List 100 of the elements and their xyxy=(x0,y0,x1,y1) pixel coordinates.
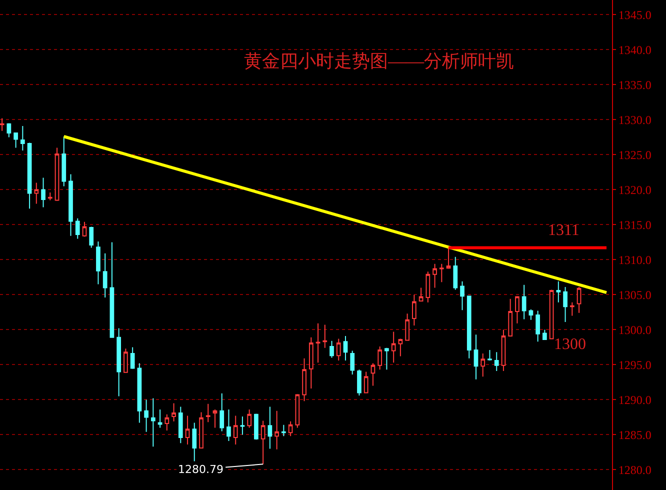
candlestick xyxy=(102,252,108,298)
y-tick-label: 1330.0 xyxy=(618,112,652,127)
candlestick xyxy=(391,331,396,364)
candlestick xyxy=(536,310,540,342)
candlestick xyxy=(68,174,73,236)
y-tick-label: 1285.0 xyxy=(618,428,652,442)
candlestick xyxy=(384,348,389,370)
candlestick xyxy=(226,409,231,442)
candlestick xyxy=(378,346,382,370)
candlestick xyxy=(268,406,272,450)
candlestick xyxy=(432,263,437,288)
y-tick-label: 1305.0 xyxy=(618,288,652,302)
candlestick xyxy=(34,182,39,204)
candlestick xyxy=(96,241,100,285)
candlestick xyxy=(515,296,520,324)
candlestick xyxy=(27,142,32,210)
candlestick xyxy=(316,322,320,364)
y-tick-label: 1310.0 xyxy=(618,252,652,267)
candlestick xyxy=(192,422,197,462)
candlestick xyxy=(412,294,416,326)
y-tick-label: 1280.0 xyxy=(618,462,652,477)
candlestick xyxy=(124,348,128,373)
candlestick xyxy=(446,247,451,269)
candlestick xyxy=(364,371,368,394)
candlestick xyxy=(62,136,66,187)
candlestick xyxy=(144,399,148,432)
candlestick xyxy=(82,221,87,238)
candlestick xyxy=(522,284,526,320)
candlestick xyxy=(322,324,328,348)
text: 黄金四小时走势图——分析师叶凯 xyxy=(244,51,514,71)
candlestick xyxy=(308,336,314,389)
candlestick xyxy=(357,369,362,396)
candlestick xyxy=(439,263,444,283)
candlestick xyxy=(336,338,341,361)
annotation: 1311 xyxy=(548,222,580,239)
candlestick xyxy=(41,177,46,208)
y-tick-label: 1295.0 xyxy=(618,358,652,372)
candlestick xyxy=(206,403,210,423)
candlestick xyxy=(54,147,60,202)
candlestick xyxy=(199,412,204,448)
candlestick xyxy=(405,313,410,341)
annotation: 1280.79 xyxy=(178,463,224,476)
candlestick xyxy=(150,398,156,448)
candlestick xyxy=(370,362,376,386)
y-tick-label: 1320.0 xyxy=(618,182,652,197)
candlestick xyxy=(576,286,582,314)
candlestick xyxy=(453,256,458,290)
candlestick xyxy=(75,218,80,240)
candlestick xyxy=(14,132,18,148)
candlestick xyxy=(281,424,286,437)
y-tick-label: 1315.0 xyxy=(618,218,652,232)
candlestick xyxy=(110,242,114,338)
candlestick xyxy=(158,409,162,428)
candlestick xyxy=(288,420,293,437)
candlestick xyxy=(350,350,355,375)
candlestick xyxy=(549,289,554,340)
candlestick xyxy=(494,352,499,372)
y-tick-label: 1290.0 xyxy=(618,392,652,407)
y-tick-label: 1345.0 xyxy=(618,8,652,22)
candlestick xyxy=(330,340,334,358)
candlestick xyxy=(508,298,513,336)
candlestick xyxy=(212,409,218,428)
candlestick xyxy=(460,280,464,311)
candlestick xyxy=(164,414,170,431)
candlestick xyxy=(89,226,94,248)
candlestick xyxy=(185,415,190,445)
candlestick xyxy=(247,409,252,428)
candlestick xyxy=(474,334,478,380)
candlestick xyxy=(556,280,561,303)
candlestick xyxy=(302,358,306,402)
candlestick xyxy=(570,302,574,316)
candlestick xyxy=(178,406,183,444)
candlestick xyxy=(172,402,176,422)
candlestick xyxy=(542,329,547,340)
candlestick xyxy=(418,287,424,302)
y-tick-label: 1335.0 xyxy=(618,78,652,92)
candlestick xyxy=(220,392,224,432)
candlestick xyxy=(240,416,245,436)
candlestick xyxy=(466,296,472,359)
candlestick xyxy=(274,410,279,450)
y-tick-label: 1340.0 xyxy=(618,42,652,57)
y-tick-label: 1325.0 xyxy=(618,148,652,162)
candlestick xyxy=(528,308,534,320)
annotation: 1300 xyxy=(554,336,586,353)
candlestick xyxy=(137,362,142,424)
candlestick xyxy=(398,338,403,357)
candlestick xyxy=(501,329,506,372)
candlestick xyxy=(116,328,122,397)
candlestick xyxy=(480,353,486,378)
candlestick xyxy=(48,192,52,201)
candlestick xyxy=(295,394,300,428)
candlestick xyxy=(233,415,238,445)
candlestick xyxy=(426,271,430,303)
candlestick xyxy=(563,286,568,322)
y-tick-label: 1300.0 xyxy=(618,322,652,337)
candlestick xyxy=(343,336,348,361)
candlestick xyxy=(130,346,135,370)
candlestick xyxy=(254,413,258,440)
candlestick xyxy=(6,122,12,138)
candlestick xyxy=(488,350,492,361)
